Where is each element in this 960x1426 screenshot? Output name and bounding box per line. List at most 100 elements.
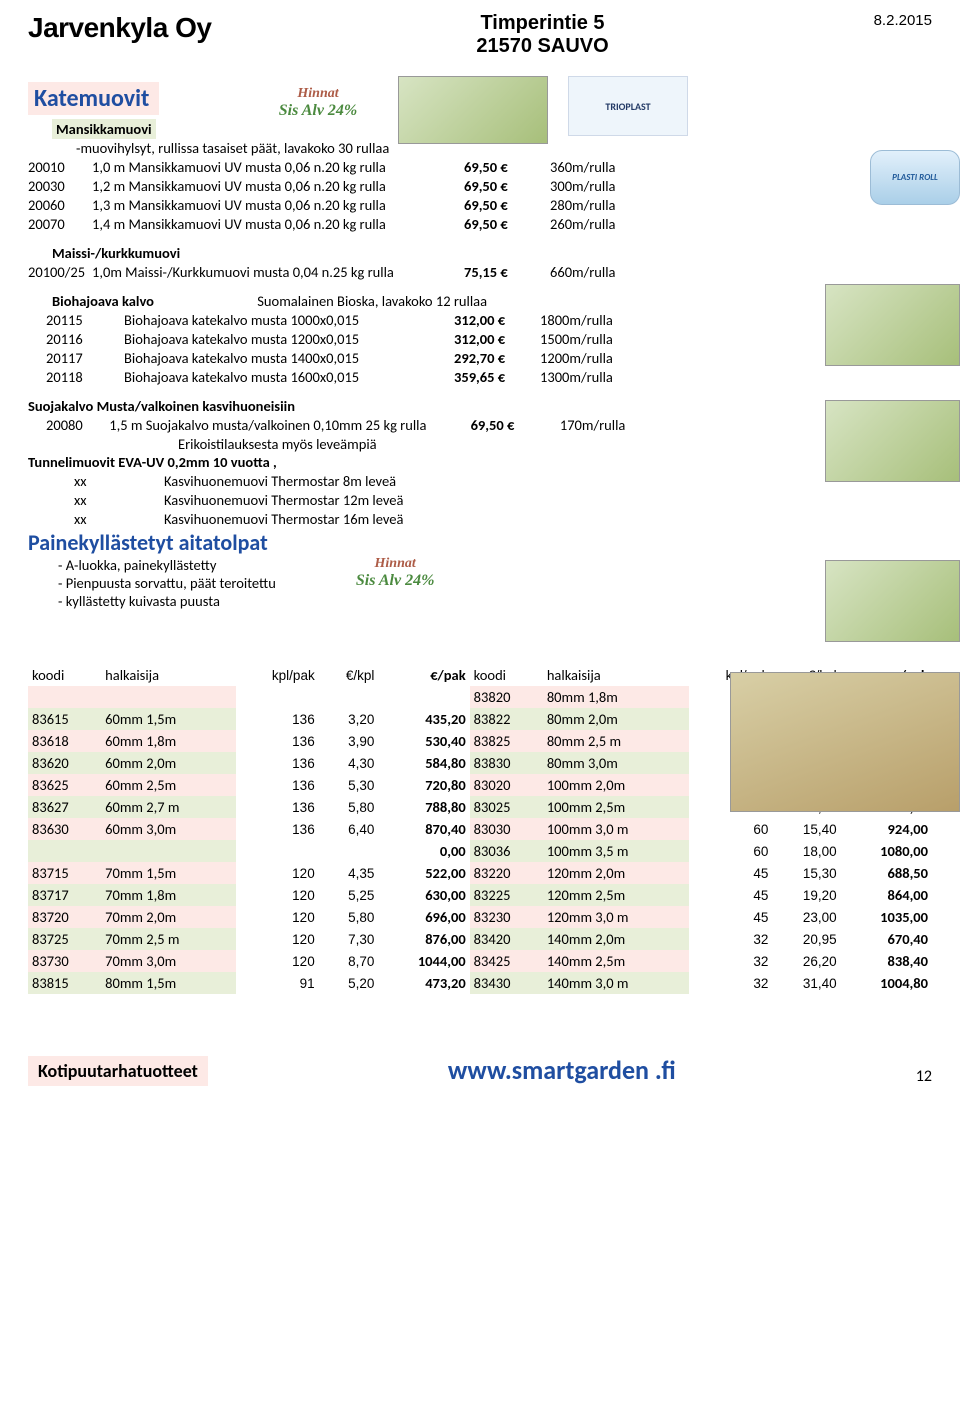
- table-cell: [319, 686, 379, 708]
- table-cell: 136: [236, 730, 319, 752]
- suojakalvo-heading: Suojakalvo Musta/valkoinen kasvihuoneisi…: [28, 397, 295, 415]
- table-cell: [319, 840, 379, 862]
- product-qty: 1200m/rulla: [540, 349, 670, 367]
- aitatolpat-title: Painekyllästetyt aitatolpat: [28, 529, 268, 556]
- table-cell: 83220: [470, 862, 543, 884]
- biohajoava-heading: Biohajoava kalvo: [52, 292, 154, 310]
- product-row: 20116Biohajoava katekalvo musta 1200x0,0…: [28, 330, 932, 348]
- table-row: 8371570mm 1,5m1204,35522,0083220120mm 2,…: [28, 862, 932, 884]
- product-desc: Kasvihuonemuovi Thermostar 16m leveä: [164, 510, 403, 528]
- table-cell: 83420: [470, 928, 543, 950]
- table-cell: 100mm 2,5m: [543, 796, 690, 818]
- biohajoava-rows: 20115Biohajoava katekalvo musta 1000x0,0…: [28, 311, 932, 386]
- product-desc: 1,0 m Mansikkamuovi UV musta 0,06 n.20 k…: [92, 158, 464, 176]
- table-row: 8371770mm 1,8m1205,25630,0083225120mm 2,…: [28, 884, 932, 906]
- table-cell: 120: [236, 884, 319, 906]
- table-cell: 5,20: [319, 972, 379, 994]
- greenhouse-film-photo: [825, 560, 960, 642]
- table-cell: 100mm 3,5 m: [543, 840, 690, 862]
- bullet-item: kyllästetty kuivasta puusta: [58, 592, 276, 610]
- table-cell: 864,00: [841, 884, 932, 906]
- table-row: 0,0083036100mm 3,5 m6018,001080,00: [28, 840, 932, 862]
- table-cell: 720,80: [378, 774, 469, 796]
- table-cell: 83230: [470, 906, 543, 928]
- table-cell: 120mm 2,5m: [543, 884, 690, 906]
- table-cell: 26,20: [772, 950, 840, 972]
- product-price: 359,65 €: [454, 368, 540, 386]
- table-header: koodi: [28, 664, 101, 686]
- product-desc: 1,2 m Mansikkamuovi UV musta 0,06 n.20 k…: [92, 177, 464, 195]
- table-cell: 45: [689, 884, 772, 906]
- table-cell: 6,40: [319, 818, 379, 840]
- suojakalvo-row: 20080 1,5 m Suojakalvo musta/valkoinen 0…: [28, 416, 932, 434]
- table-cell: 83620: [28, 752, 101, 774]
- table-cell: [236, 840, 319, 862]
- table-cell: 60mm 1,5m: [101, 708, 236, 730]
- table-cell: 83036: [470, 840, 543, 862]
- product-qty: 1300m/rulla: [540, 368, 670, 386]
- table-cell: 80mm 3,0m: [543, 752, 690, 774]
- product-price: 69,50 €: [464, 158, 550, 176]
- maissi-rows: 20100/251,0m Maissi-/Kurkkumuovi musta 0…: [28, 263, 932, 281]
- table-cell: 1080,00: [841, 840, 932, 862]
- product-price: 292,70 €: [454, 349, 540, 367]
- bullet-item: A-luokka, painekyllästetty: [58, 556, 276, 574]
- bullet-item: Pienpuusta sorvattu, päät teroitettu: [58, 574, 276, 592]
- table-cell: 31,40: [772, 972, 840, 994]
- footer-category: Kotipuutarhatuotteet: [28, 1056, 208, 1086]
- product-row: 20117Biohajoava katekalvo musta 1400x0,0…: [28, 349, 932, 367]
- suojakalvo-note: Erikoistilauksesta myös leveämpiä: [178, 435, 932, 453]
- product-desc: 1,4 m Mansikkamuovi UV musta 0,06 n.20 k…: [92, 215, 464, 233]
- footer-url: www.smartgarden .fi: [448, 1054, 676, 1086]
- table-cell: 630,00: [378, 884, 469, 906]
- page-header: Jarvenkyla Oy Timperintie 5 21570 SAUVO …: [28, 12, 932, 58]
- table-cell: 32: [689, 972, 772, 994]
- table-cell: 80mm 1,8m: [543, 686, 690, 708]
- hinnat-badge-2: Hinnat Sis Alv 24%: [356, 556, 435, 590]
- farm-equipment-photo: [398, 76, 548, 144]
- table-cell: 60: [689, 818, 772, 840]
- table-cell: 20,95: [772, 928, 840, 950]
- product-row: 200101,0 m Mansikkamuovi UV musta 0,06 n…: [28, 158, 932, 176]
- table-cell: [378, 686, 469, 708]
- table-cell: 83025: [470, 796, 543, 818]
- biohajoava-note: Suomalainen Bioska, lavakoko 12 rullaa: [257, 292, 487, 310]
- product-desc: Biohajoava katekalvo musta 1200x0,015: [124, 330, 454, 348]
- table-cell: 70mm 2,5 m: [101, 928, 236, 950]
- product-code: xx: [74, 491, 164, 509]
- table-header: kpl/pak: [236, 664, 319, 686]
- table-cell: 83820: [470, 686, 543, 708]
- table-header: €/pak: [378, 664, 469, 686]
- product-desc: Biohajoava katekalvo musta 1000x0,015: [124, 311, 454, 329]
- table-cell: 530,40: [378, 730, 469, 752]
- product-qty: 280m/rulla: [550, 196, 680, 214]
- table-cell: 136: [236, 774, 319, 796]
- table-cell: 435,20: [378, 708, 469, 730]
- table-cell: 83815: [28, 972, 101, 994]
- section-katemuovit-title: Katemuovit: [28, 82, 159, 115]
- mansikkamuovi-heading: Mansikkamuovi: [52, 119, 156, 139]
- product-row: 200301,2 m Mansikkamuovi UV musta 0,06 n…: [28, 177, 932, 195]
- footer-page-number: 12: [916, 1067, 932, 1086]
- table-row: 8373070mm 3,0m1208,701044,0083425140mm 2…: [28, 950, 932, 972]
- qty: 170m/rulla: [560, 416, 690, 434]
- product-code: 20117: [46, 349, 124, 367]
- table-cell: 136: [236, 796, 319, 818]
- table-cell: 5,80: [319, 906, 379, 928]
- table-cell: [236, 686, 319, 708]
- product-row: 20115Biohajoava katekalvo musta 1000x0,0…: [28, 311, 932, 329]
- table-cell: 3,20: [319, 708, 379, 730]
- product-row: xxKasvihuonemuovi Thermostar 8m leveä: [28, 472, 932, 490]
- product-qty: 660m/rulla: [550, 263, 680, 281]
- table-cell: 15,30: [772, 862, 840, 884]
- aitatolpat-heading-row: Painekyllästetyt aitatolpat: [28, 529, 932, 556]
- table-cell: 120mm 2,0m: [543, 862, 690, 884]
- table-cell: 120: [236, 928, 319, 950]
- product-price: 69,50 €: [464, 177, 550, 195]
- table-cell: 80mm 1,5m: [101, 972, 236, 994]
- table-header: halkaisija: [543, 664, 690, 686]
- table-cell: [101, 840, 236, 862]
- hinnat-bottom-2: Sis Alv 24%: [356, 572, 435, 590]
- planting-rows-photo: [825, 400, 960, 482]
- table-cell: 80mm 2,0m: [543, 708, 690, 730]
